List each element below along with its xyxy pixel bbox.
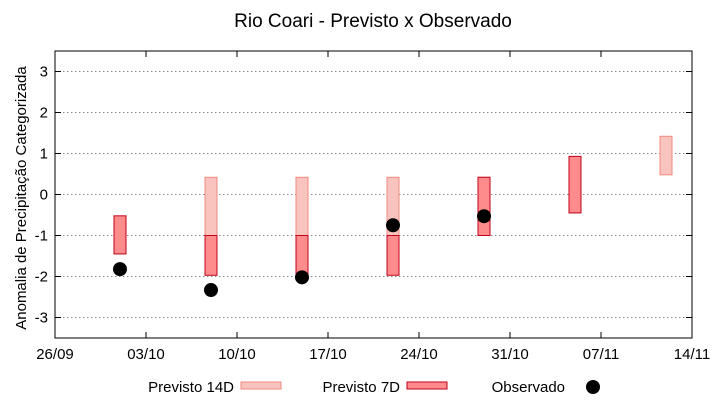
x-tick-label: 10/10 [218, 346, 256, 363]
observed-point [204, 283, 218, 298]
x-tick-label: 03/10 [127, 346, 165, 363]
x-tick-label: 07/11 [583, 346, 619, 363]
legend-label-previsto-7d: Previsto 7D [322, 379, 400, 396]
range-bar-previsto-14d [204, 176, 218, 236]
range-bar-previsto-14d [295, 176, 309, 236]
y-tick-label: -1 [35, 228, 48, 245]
range-bar-previsto-7d [477, 176, 491, 236]
legend-swatch-previsto-14d [240, 381, 282, 390]
observed-point [113, 262, 127, 277]
y-tick-label: -3 [35, 310, 48, 327]
observed-point [477, 209, 491, 224]
series-previsto-7d [113, 155, 582, 276]
x-tick-label: 26/09 [36, 346, 74, 363]
series-observado [113, 209, 491, 298]
series-previsto-14d [204, 135, 673, 236]
y-tick-label: 1 [40, 146, 48, 163]
y-tick-label: 2 [40, 105, 48, 122]
legend-label-observado: Observado [492, 379, 565, 396]
legend-marker-observado [586, 380, 600, 394]
legend: Previsto 14D Previsto 7D Observado [148, 379, 600, 396]
range-bar-previsto-7d [295, 235, 309, 276]
x-tick-label: 24/10 [400, 346, 438, 363]
legend-swatch-previsto-7d [406, 381, 448, 390]
gridlines [55, 71, 692, 318]
y-axis-ticks: -3 -2 -1 0 1 2 3 [35, 64, 692, 327]
range-bar-previsto-7d [568, 155, 582, 214]
range-bar-previsto-7d [386, 235, 400, 276]
x-tick-label: 31/10 [491, 346, 529, 363]
x-tick-label: 17/10 [309, 346, 347, 363]
range-bar-previsto-7d [113, 215, 127, 255]
x-axis-ticks: 26/09 03/10 10/10 17/10 24/10 31/10 07/11 14/11 [36, 51, 710, 363]
y-tick-label: 3 [40, 64, 48, 81]
observed-point [295, 270, 309, 285]
range-bar-previsto-14d [659, 135, 673, 176]
y-tick-label: -2 [35, 269, 48, 286]
x-tick-label: 14/11 [674, 346, 710, 363]
legend-label-previsto-14d: Previsto 14D [148, 379, 234, 396]
chart-title: Rio Coari - Previsto x Observado [234, 11, 512, 32]
observed-point [386, 218, 400, 233]
range-bar-previsto-7d [204, 235, 218, 276]
y-axis-label: Anomalia de Precipitação Categorizada [13, 66, 30, 330]
y-tick-label: 0 [40, 187, 48, 204]
